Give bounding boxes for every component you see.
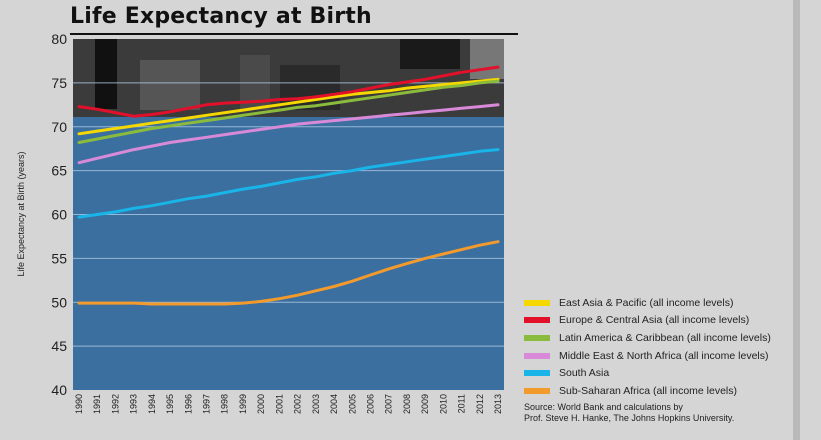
x-tick-label: 1998 — [220, 394, 230, 414]
x-tick-label: 1999 — [238, 394, 248, 414]
y-tick-label: 40 — [51, 382, 67, 398]
x-axis-ticks: 1990 1991 1992 1993 1994 1995 1996 1997 1998 1999… — [74, 394, 503, 414]
y-axis-ticks: 40 45 50 55 60 65 70 75 80 — [51, 31, 67, 398]
x-tick-label: 1997 — [202, 394, 212, 414]
x-tick-label: 2011 — [457, 394, 467, 413]
x-tick-label: 2006 — [365, 394, 375, 414]
legend-item: Europe & Central Asia (all income levels… — [524, 312, 816, 330]
source-note: Source: World Bank and calculations by P… — [524, 402, 734, 424]
x-tick-label: 1992 — [110, 394, 120, 414]
x-tick-label: 2003 — [311, 394, 321, 414]
legend-item: East Asia & Pacific (all income levels) — [524, 294, 816, 312]
title-underline — [70, 33, 518, 35]
legend-label: Middle East & North Africa (all income l… — [559, 349, 769, 362]
y-tick-label: 80 — [51, 31, 67, 47]
series-line — [77, 65, 500, 118]
x-tick-label: 2000 — [256, 394, 266, 414]
x-tick-label: 2010 — [438, 394, 448, 414]
y-tick-label: 65 — [51, 163, 67, 179]
legend: East Asia & Pacific (all income levels) E… — [524, 294, 816, 400]
legend-swatch — [524, 334, 550, 341]
source-line: Source: World Bank and calculations by — [524, 402, 683, 412]
x-tick-label: 1996 — [183, 394, 193, 414]
legend-label: Latin America & Caribbean (all income le… — [559, 331, 771, 344]
series-line — [77, 77, 500, 136]
x-tick-label: 2008 — [402, 394, 412, 414]
series-line — [77, 79, 500, 144]
y-tick-label: 75 — [51, 75, 67, 91]
x-tick-label: 2012 — [475, 394, 485, 414]
legend-swatch — [524, 299, 550, 306]
y-tick-label: 70 — [51, 119, 67, 135]
x-tick-label: 1990 — [74, 394, 84, 414]
legend-swatch — [524, 317, 550, 324]
page-edge-stripe — [793, 0, 800, 440]
chart-title: Life Expectancy at Birth — [70, 4, 372, 29]
legend-swatch — [524, 370, 550, 377]
legend-swatch — [524, 352, 550, 359]
y-tick-label: 50 — [51, 294, 67, 310]
x-tick-label: 2002 — [293, 394, 303, 414]
x-tick-label: 1993 — [129, 394, 139, 414]
legend-label: South Asia — [559, 367, 610, 380]
series-line — [77, 148, 500, 219]
series-line — [77, 240, 500, 306]
series-lines — [77, 65, 500, 306]
source-line: Prof. Steve H. Hanke, The Johns Hopkins … — [524, 413, 735, 423]
legend-label: East Asia & Pacific (all income levels) — [559, 296, 734, 309]
x-tick-label: 2007 — [384, 394, 394, 414]
legend-item: Sub-Saharan Africa (all income levels) — [524, 382, 816, 400]
x-tick-label: 2005 — [347, 394, 357, 414]
x-tick-label: 2001 — [274, 394, 284, 414]
x-tick-label: 1995 — [165, 394, 175, 414]
series-line — [77, 103, 500, 165]
x-tick-label: 1991 — [92, 394, 102, 414]
y-axis-label: Life Expectancy at Birth (years) — [16, 151, 26, 276]
legend-label: Europe & Central Asia (all income levels… — [559, 314, 750, 327]
y-tick-label: 60 — [51, 207, 67, 223]
legend-item: South Asia — [524, 364, 816, 382]
x-tick-label: 1994 — [147, 394, 157, 414]
y-tick-label: 55 — [51, 250, 67, 266]
y-tick-label: 45 — [51, 338, 67, 354]
x-tick-label: 2013 — [493, 394, 503, 414]
legend-item: Latin America & Caribbean (all income le… — [524, 329, 816, 347]
legend-item: Middle East & North Africa (all income l… — [524, 347, 816, 365]
gridlines — [73, 82, 504, 347]
legend-swatch — [524, 387, 550, 394]
x-tick-label: 2004 — [329, 394, 339, 414]
legend-label: Sub-Saharan Africa (all income levels) — [559, 384, 737, 397]
x-tick-label: 2009 — [420, 394, 430, 414]
